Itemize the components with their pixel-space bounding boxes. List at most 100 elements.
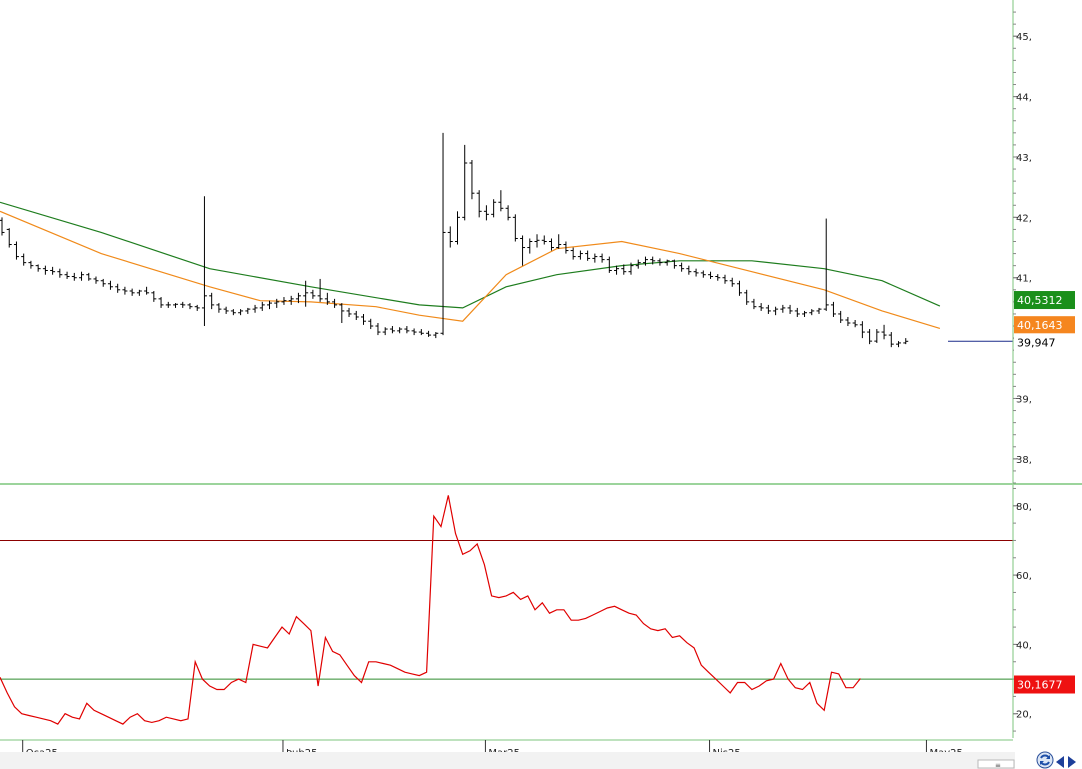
ma_orange-line xyxy=(0,210,941,329)
price-bar xyxy=(303,280,309,307)
price-bar xyxy=(708,271,714,279)
oscillator-panel[interactable] xyxy=(0,495,1013,725)
price-badge-label: 40,5312 xyxy=(1017,294,1063,307)
price-bar xyxy=(180,301,186,308)
price-badge-bg xyxy=(1014,333,1075,352)
price-bar xyxy=(722,274,728,284)
price-bar xyxy=(621,264,627,275)
price-bar xyxy=(35,264,41,272)
price-bar xyxy=(93,276,99,284)
price-bar xyxy=(346,307,352,317)
price-bar xyxy=(765,304,771,314)
price-bar xyxy=(375,323,381,336)
oscillator-tick-label: 60, xyxy=(1016,571,1032,582)
price-badge-bg xyxy=(1014,291,1075,310)
price-bar xyxy=(498,190,504,212)
scrollbar-track[interactable] xyxy=(0,752,1015,769)
price-badge-label: 39,947 xyxy=(1017,336,1056,349)
price-bar xyxy=(454,211,460,245)
scrollbar[interactable]: ≡ xyxy=(0,752,1015,769)
price-bar xyxy=(816,307,822,314)
price-panel[interactable] xyxy=(0,132,1013,348)
price-tick-label: 42, xyxy=(1016,213,1032,224)
price-bars xyxy=(0,132,909,348)
price-bar xyxy=(216,303,222,313)
price-badge-bg xyxy=(1014,316,1075,335)
price-bar xyxy=(404,326,410,334)
price-bar xyxy=(324,292,330,305)
price-bar xyxy=(614,265,620,275)
price-bar xyxy=(42,265,48,275)
price-bar xyxy=(671,259,677,269)
price-bar xyxy=(418,329,424,336)
price-bar xyxy=(274,298,280,308)
oscillator-badge-label: 30,1677 xyxy=(1017,679,1063,692)
price-bar xyxy=(512,214,518,242)
price-bar xyxy=(295,292,301,304)
price-bar xyxy=(259,301,265,311)
price-bar xyxy=(534,234,540,248)
oscillator-badges: 30,1677 xyxy=(1014,675,1075,694)
price-bar xyxy=(823,218,829,311)
price-bar xyxy=(650,256,656,265)
price-bar xyxy=(57,268,63,278)
price-bar xyxy=(888,332,894,348)
scrollbar-thumb[interactable] xyxy=(977,759,1015,769)
price-bar xyxy=(635,259,641,269)
price-bar xyxy=(252,304,258,313)
price-bar xyxy=(469,159,475,200)
price-bar xyxy=(859,321,865,339)
price-bar xyxy=(729,277,735,287)
price-bar xyxy=(657,258,663,266)
price-bar xyxy=(642,256,648,266)
price-bar xyxy=(339,303,345,324)
price-badge-label: 40,1643 xyxy=(1017,319,1063,332)
oscillator-line xyxy=(0,495,861,725)
price-bar xyxy=(209,292,215,310)
price-tick-label: 39, xyxy=(1016,394,1032,405)
price-bar xyxy=(144,286,150,295)
price-bar xyxy=(281,297,287,305)
price-bar xyxy=(440,132,446,336)
price-bar xyxy=(100,278,106,287)
price-bar xyxy=(173,303,179,308)
price-bar xyxy=(223,306,229,314)
price-bar xyxy=(693,268,699,277)
price-bar xyxy=(780,304,786,313)
price-bar xyxy=(86,272,92,281)
price-bar xyxy=(476,190,482,218)
price-bar xyxy=(599,253,605,263)
price-bar xyxy=(563,241,569,254)
arrow-left-icon[interactable] xyxy=(1056,756,1064,768)
price-badge: 40,1643 xyxy=(1014,316,1075,335)
price-bar xyxy=(317,278,323,302)
price-bar xyxy=(158,297,164,308)
oscillator-badge-bg xyxy=(1014,675,1075,694)
price-bar xyxy=(122,286,128,295)
price-bar xyxy=(332,298,338,308)
price-bar xyxy=(107,280,113,290)
price-bar xyxy=(686,265,692,275)
price-bar xyxy=(794,307,800,317)
price-bar xyxy=(700,270,706,278)
price-bar xyxy=(852,319,858,328)
price-badge: 39,947 xyxy=(1014,333,1075,352)
price-bar xyxy=(664,259,670,266)
price-bar xyxy=(21,253,27,266)
price-badge: 40,5312 xyxy=(1014,291,1075,310)
price-bar xyxy=(397,327,403,334)
price-bar xyxy=(28,260,34,269)
price-tick-label: 44, xyxy=(1016,93,1032,104)
price-bar xyxy=(483,205,489,221)
oscillator-tick-label: 40, xyxy=(1016,640,1032,651)
price-bar xyxy=(310,289,316,299)
price-bar xyxy=(238,309,244,316)
price-bar xyxy=(896,341,902,348)
scrollbar-grip: ≡ xyxy=(995,762,1001,769)
refresh-icon[interactable] xyxy=(1036,751,1054,769)
price-bar xyxy=(570,247,576,260)
price-bar xyxy=(71,272,77,281)
arrow-right-icon[interactable] xyxy=(1068,756,1076,768)
moving-averages xyxy=(0,201,941,329)
